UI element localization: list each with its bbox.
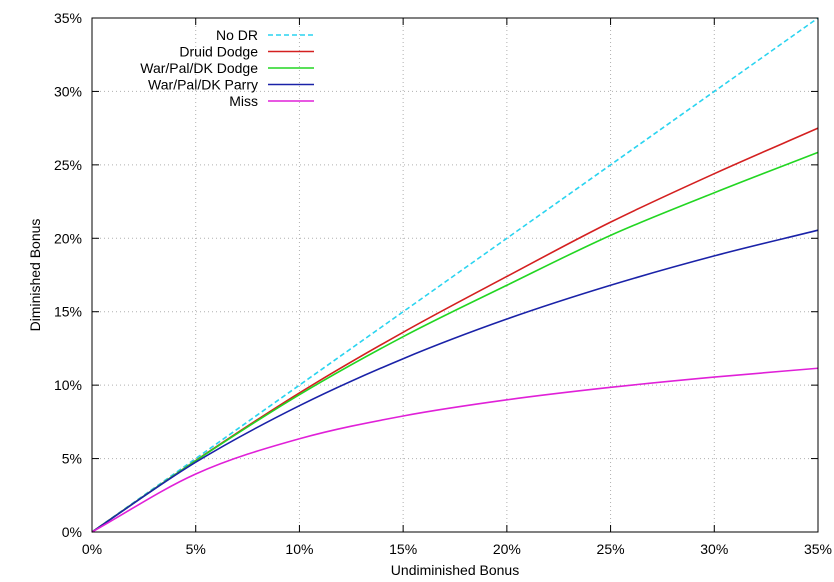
legend-label-war-pal-dk-dodge: War/Pal/DK Dodge <box>140 60 258 76</box>
series-line-no-dr <box>91 17 819 533</box>
series-line-war-pal-dk-dodge <box>91 151 819 533</box>
y-tick-label: 15% <box>54 304 82 320</box>
y-tick-label: 20% <box>54 230 82 246</box>
x-tick-label: 0% <box>82 541 102 557</box>
axis-ticks: 0% 5% 10% 15% 20% 25% 30% 35% 0% 5% 10% 15% 20% 25% 30… <box>54 10 832 557</box>
legend-label-war-pal-dk-parry: War/Pal/DK Parry <box>148 77 258 93</box>
legend-label-miss: Miss <box>229 93 258 109</box>
x-tick-label: 15% <box>389 541 417 557</box>
grid <box>92 18 818 532</box>
y-tick-label: 10% <box>54 377 82 393</box>
x-tick-label: 20% <box>493 541 521 557</box>
x-tick-label: 30% <box>700 541 728 557</box>
x-tick-label: 10% <box>285 541 313 557</box>
y-tick-label: 35% <box>54 10 82 26</box>
y-tick-label: 5% <box>62 451 82 467</box>
x-tick-label: 5% <box>186 541 206 557</box>
y-tick-label: 25% <box>54 157 82 173</box>
x-tick-label: 25% <box>597 541 625 557</box>
x-axis-title: Undiminished Bonus <box>391 562 519 578</box>
series-line-war-pal-dk-parry <box>91 229 819 533</box>
y-tick-label: 0% <box>62 524 82 540</box>
legend-label-druid-dodge: Druid Dodge <box>179 44 258 60</box>
y-tick-label: 30% <box>54 83 82 99</box>
series-line-miss <box>91 367 819 533</box>
plot-frame <box>91 17 819 533</box>
legend-label-no-dr: No DR <box>216 27 258 43</box>
x-tick-label: 35% <box>804 541 832 557</box>
y-axis-title: Diminished Bonus <box>27 219 43 332</box>
series-lines <box>91 17 819 533</box>
